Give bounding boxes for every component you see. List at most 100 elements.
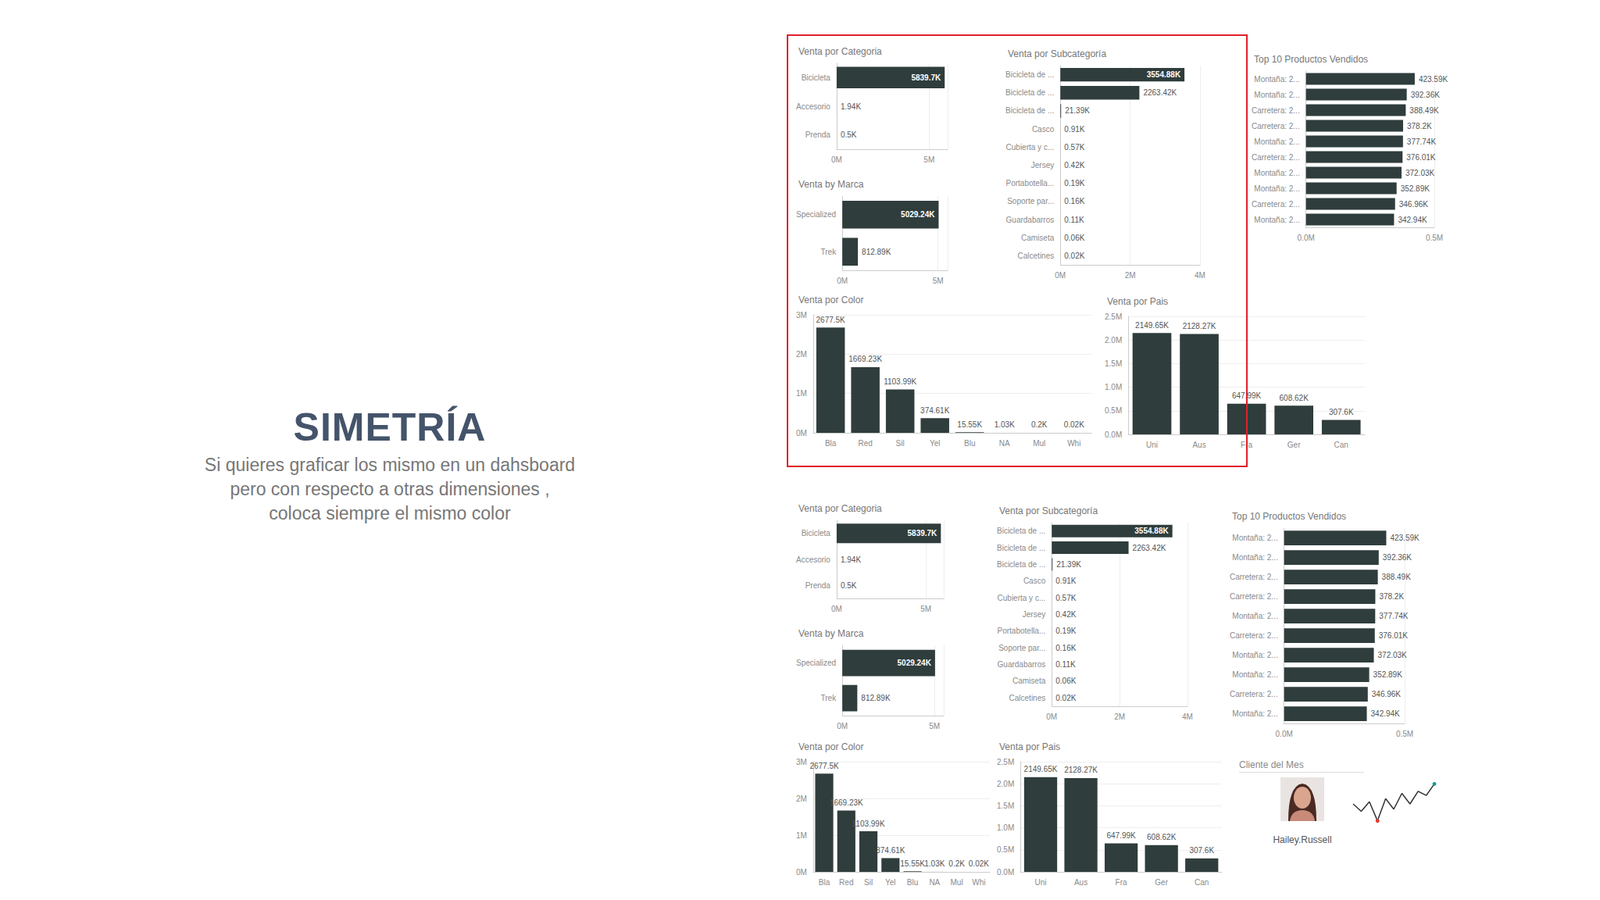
svg-text:Calcetines: Calcetines (1017, 251, 1055, 261)
svg-text:0.02K: 0.02K (1064, 420, 1085, 429)
svg-text:Montaña: 2...: Montaña: 2... (1253, 137, 1300, 147)
svg-text:1M: 1M (796, 389, 808, 398)
svg-text:377.74K: 377.74K (1407, 137, 1437, 147)
svg-text:NA: NA (928, 878, 940, 887)
svg-text:378.2K: 378.2K (1407, 121, 1433, 131)
svg-text:Fra: Fra (1115, 878, 1128, 887)
svg-text:0.57K: 0.57K (1064, 142, 1085, 152)
svg-text:Bicicleta: Bicicleta (801, 73, 832, 83)
svg-text:Top 10 Productos Vendidos: Top 10 Productos Vendidos (1232, 510, 1347, 522)
svg-text:2.0M: 2.0M (996, 779, 1015, 789)
svg-text:Cubierta y c...: Cubierta y c... (1006, 142, 1055, 152)
svg-text:5M: 5M (923, 155, 935, 165)
svg-text:0M: 0M (831, 155, 843, 165)
svg-text:Specialized: Specialized (796, 210, 836, 219)
svg-text:Cubierta y c...: Cubierta y c... (997, 593, 1047, 603)
svg-text:Bicicleta de ...: Bicicleta de ... (996, 543, 1046, 553)
svg-text:Montaña: 2...: Montaña: 2... (1253, 184, 1300, 193)
svg-text:307.6K: 307.6K (1328, 407, 1354, 417)
svg-text:Uni: Uni (1035, 878, 1047, 887)
svg-text:Bicicleta de ...: Bicicleta de ... (1005, 88, 1054, 97)
svg-text:392.36K: 392.36K (1410, 90, 1441, 100)
svg-text:0.02K: 0.02K (968, 859, 990, 868)
svg-text:0.57K: 0.57K (1055, 593, 1076, 603)
svg-text:Camiseta: Camiseta (1012, 676, 1047, 686)
svg-text:Bla: Bla (818, 878, 831, 887)
svg-text:647.99K: 647.99K (1232, 391, 1262, 400)
svg-text:0.2K: 0.2K (948, 859, 965, 868)
svg-text:5M: 5M (932, 276, 944, 286)
svg-text:3554.88K: 3554.88K (1134, 526, 1169, 536)
svg-text:Calcetines: Calcetines (1009, 693, 1047, 703)
svg-text:2M: 2M (796, 794, 808, 804)
svg-text:608.62K: 608.62K (1146, 832, 1177, 842)
svg-text:812.89K: 812.89K (861, 247, 892, 257)
svg-text:0.06K: 0.06K (1064, 233, 1085, 243)
svg-text:Trek: Trek (821, 247, 838, 257)
svg-text:Venta por Color: Venta por Color (798, 294, 864, 306)
svg-text:15.55K: 15.55K (957, 420, 983, 429)
svg-text:1669.23K: 1669.23K (829, 798, 864, 808)
svg-text:2128.27K: 2128.27K (1182, 321, 1217, 331)
svg-text:0.16K: 0.16K (1064, 196, 1085, 206)
svg-text:Montaña: 2...: Montaña: 2... (1232, 709, 1278, 718)
svg-text:2263.42K: 2263.42K (1142, 88, 1177, 97)
svg-text:0.5M: 0.5M (1104, 406, 1122, 415)
svg-text:21.39K: 21.39K (1064, 106, 1090, 115)
svg-text:Soporte par...: Soporte par... (1007, 196, 1054, 206)
svg-text:Carretera: 2...: Carretera: 2... (1251, 121, 1300, 131)
svg-text:372.03K: 372.03K (1405, 168, 1436, 178)
svg-text:4M: 4M (1194, 271, 1206, 280)
svg-text:Bicicleta de ...: Bicicleta de ... (1005, 106, 1054, 115)
svg-text:1669.23K: 1669.23K (848, 354, 883, 364)
svg-text:Sil: Sil (896, 439, 905, 448)
svg-text:Whi: Whi (1067, 439, 1081, 448)
svg-text:Portabotella...: Portabotella... (1006, 178, 1055, 188)
svg-text:3554.88K: 3554.88K (1146, 70, 1182, 79)
svg-text:0M: 0M (836, 721, 848, 731)
svg-text:5M: 5M (920, 604, 932, 614)
svg-text:1.0M: 1.0M (1104, 382, 1122, 392)
svg-text:1.03K: 1.03K (924, 859, 945, 868)
svg-text:2677.5K: 2677.5K (816, 315, 847, 325)
svg-text:0.42K: 0.42K (1055, 610, 1076, 619)
svg-text:Accesorio: Accesorio (796, 102, 831, 111)
svg-text:Prenda: Prenda (805, 130, 832, 140)
svg-text:Can: Can (1334, 440, 1349, 450)
svg-text:Top 10 Productos Vendidos: Top 10 Productos Vendidos (1253, 53, 1368, 65)
svg-text:Montaña: 2...: Montaña: 2... (1253, 75, 1300, 84)
svg-text:Casco: Casco (1032, 125, 1055, 134)
svg-text:0.11K: 0.11K (1064, 215, 1085, 225)
svg-text:0.5K: 0.5K (840, 581, 858, 590)
svg-text:0.5K: 0.5K (840, 130, 858, 140)
svg-text:Montaña: 2...: Montaña: 2... (1232, 611, 1278, 621)
svg-text:Carretera: 2...: Carretera: 2... (1229, 572, 1279, 582)
svg-text:378.2K: 378.2K (1378, 592, 1404, 601)
svg-text:Venta por Color: Venta por Color (798, 741, 864, 753)
svg-text:1.03K: 1.03K (994, 420, 1015, 429)
svg-text:1.5M: 1.5M (1104, 359, 1122, 368)
svg-text:Montaña: 2...: Montaña: 2... (1253, 215, 1300, 225)
svg-text:0M: 0M (1054, 271, 1066, 280)
svg-text:0.19K: 0.19K (1055, 626, 1076, 636)
svg-text:647.99K: 647.99K (1106, 831, 1136, 840)
svg-text:0.91K: 0.91K (1055, 576, 1076, 586)
svg-text:0.5M: 0.5M (996, 845, 1015, 854)
svg-text:388.49K: 388.49K (1382, 572, 1412, 582)
svg-text:2677.5K: 2677.5K (809, 761, 840, 771)
svg-text:Guardabarros: Guardabarros (1006, 215, 1055, 225)
svg-text:Montaña: 2...: Montaña: 2... (1253, 168, 1300, 178)
svg-text:2M: 2M (796, 350, 808, 359)
svg-text:Camiseta: Camiseta (1021, 233, 1055, 243)
svg-text:2.5M: 2.5M (1104, 312, 1122, 322)
svg-text:Bicicleta de ...: Bicicleta de ... (1005, 70, 1054, 79)
svg-text:392.36K: 392.36K (1382, 553, 1413, 562)
svg-text:0.42K: 0.42K (1064, 160, 1085, 170)
svg-text:2.0M: 2.0M (1104, 335, 1122, 345)
svg-text:Specialized: Specialized (796, 658, 836, 668)
svg-text:376.01K: 376.01K (1378, 631, 1409, 640)
svg-text:Red: Red (857, 439, 872, 448)
svg-text:0.19K: 0.19K (1064, 178, 1085, 188)
svg-text:Bicicleta de ...: Bicicleta de ... (996, 560, 1046, 569)
svg-text:Montaña: 2...: Montaña: 2... (1232, 670, 1278, 679)
